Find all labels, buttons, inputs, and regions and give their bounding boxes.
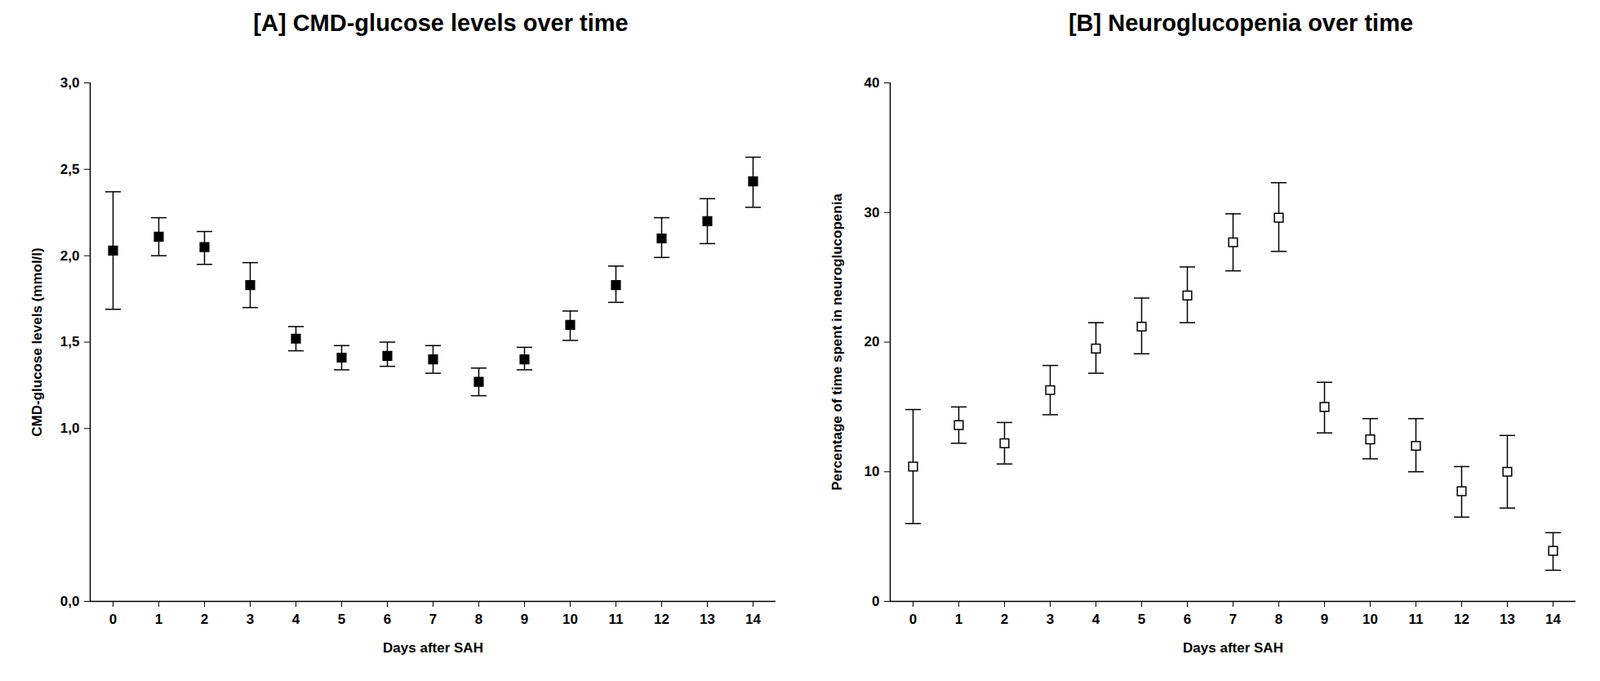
svg-text:7: 7 — [429, 611, 437, 627]
svg-text:11: 11 — [608, 611, 624, 627]
svg-text:2: 2 — [200, 611, 209, 627]
svg-text:14: 14 — [745, 611, 761, 627]
svg-text:Days after SAH: Days after SAH — [382, 640, 484, 656]
html-text:[A] CMD-glucose levels over ti: [A] CMD-glucose levels over time — [253, 9, 629, 36]
svg-text:7: 7 — [1229, 611, 1237, 627]
svg-text:0: 0 — [871, 593, 880, 609]
svg-text:0,0: 0,0 — [60, 593, 80, 609]
html-text:[B] Neuroglucopenia over time: [B] Neuroglucopenia over time — [1068, 9, 1414, 36]
svg-text:10: 10 — [864, 463, 880, 480]
svg-text:10: 10 — [562, 611, 578, 627]
svg-text:11: 11 — [1408, 611, 1424, 627]
svg-text:Percentage of time spent in ne: Percentage of time spent in neuroglucope… — [829, 193, 845, 491]
svg-text:3,0: 3,0 — [60, 75, 80, 91]
svg-text:10: 10 — [1362, 611, 1378, 627]
svg-text:9: 9 — [1320, 611, 1329, 627]
svg-text:1: 1 — [955, 611, 963, 627]
svg-text:1,0: 1,0 — [60, 420, 80, 436]
svg-text:CMD-glucose levels (mmol/l): CMD-glucose levels (mmol/l) — [29, 247, 45, 436]
svg-text:1: 1 — [155, 611, 163, 627]
svg-text:3: 3 — [1046, 611, 1054, 627]
svg-text:14: 14 — [1545, 611, 1561, 627]
svg-text:8: 8 — [1275, 611, 1283, 627]
svg-text:12: 12 — [653, 611, 670, 627]
svg-text:5: 5 — [337, 611, 346, 627]
svg-text:9: 9 — [520, 611, 529, 627]
svg-text:5: 5 — [1137, 611, 1146, 627]
svg-text:30: 30 — [864, 204, 880, 221]
svg-text:2,0: 2,0 — [60, 248, 80, 264]
svg-text:6: 6 — [1183, 611, 1192, 627]
svg-text:3: 3 — [246, 611, 254, 627]
svg-text:4: 4 — [292, 611, 301, 627]
svg-text:20: 20 — [864, 333, 880, 350]
svg-text:2: 2 — [1000, 611, 1009, 627]
svg-text:2,5: 2,5 — [60, 161, 80, 178]
svg-text:1,5: 1,5 — [60, 333, 80, 350]
svg-text:12: 12 — [1453, 611, 1470, 627]
svg-text:0: 0 — [909, 611, 917, 627]
svg-text:6: 6 — [383, 611, 392, 627]
svg-text:8: 8 — [475, 611, 483, 627]
svg-text:40: 40 — [864, 75, 880, 91]
svg-text:4: 4 — [1092, 611, 1101, 627]
svg-text:0: 0 — [109, 611, 117, 627]
svg-text:13: 13 — [1499, 611, 1516, 627]
svg-text:Days after SAH: Days after SAH — [1182, 640, 1284, 656]
svg-text:13: 13 — [699, 611, 716, 627]
